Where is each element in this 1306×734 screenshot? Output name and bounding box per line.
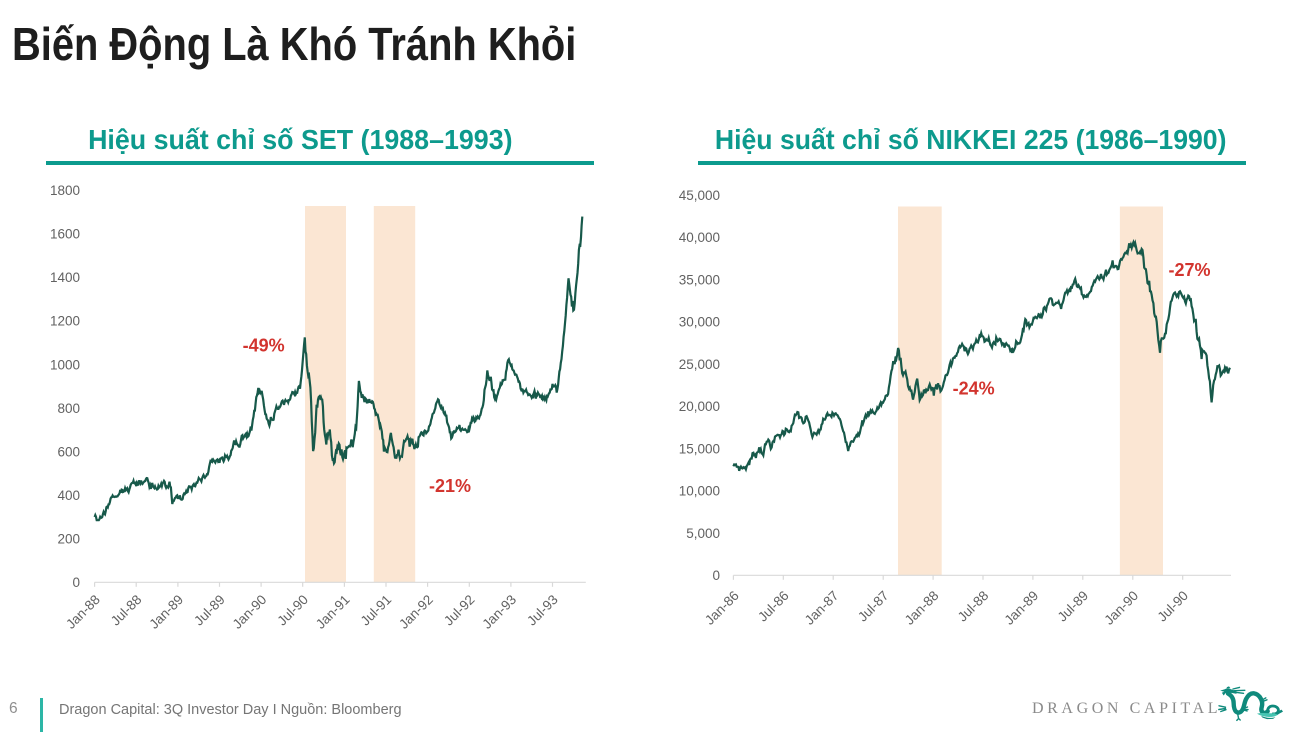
- svg-text:1800: 1800: [50, 183, 80, 198]
- svg-text:Jan-90: Jan-90: [1101, 588, 1141, 628]
- svg-text:Jan-88: Jan-88: [902, 588, 942, 628]
- svg-text:20,000: 20,000: [679, 399, 720, 414]
- svg-text:200: 200: [57, 532, 80, 547]
- svg-text:Jul-92: Jul-92: [441, 592, 478, 629]
- svg-text:Jan-88: Jan-88: [63, 592, 103, 632]
- svg-text:1400: 1400: [50, 270, 80, 285]
- svg-text:10,000: 10,000: [679, 484, 720, 499]
- svg-text:15,000: 15,000: [679, 441, 720, 456]
- svg-text:Jan-93: Jan-93: [479, 592, 519, 632]
- svg-text:1000: 1000: [50, 357, 80, 372]
- svg-text:1600: 1600: [50, 227, 80, 242]
- svg-text:0: 0: [72, 575, 80, 590]
- svg-text:400: 400: [57, 488, 80, 503]
- svg-text:40,000: 40,000: [679, 230, 720, 245]
- svg-text:Jan-87: Jan-87: [802, 588, 842, 628]
- svg-text:1200: 1200: [50, 314, 80, 329]
- svg-text:Jul-86: Jul-86: [755, 588, 792, 625]
- svg-text:-49%: -49%: [243, 336, 285, 356]
- svg-text:30,000: 30,000: [679, 315, 720, 330]
- svg-text:Jul-90: Jul-90: [1155, 588, 1192, 625]
- svg-text:5,000: 5,000: [686, 526, 720, 541]
- svg-text:-21%: -21%: [429, 476, 471, 496]
- svg-text:800: 800: [57, 401, 80, 416]
- svg-text:Jan-89: Jan-89: [1002, 588, 1042, 628]
- svg-text:Jul-88: Jul-88: [955, 588, 992, 625]
- svg-text:Jan-92: Jan-92: [396, 592, 436, 632]
- svg-text:Jul-93: Jul-93: [524, 592, 561, 629]
- svg-text:Jan-91: Jan-91: [313, 592, 353, 632]
- svg-text:Jul-90: Jul-90: [274, 592, 311, 629]
- svg-text:Jul-89: Jul-89: [1055, 588, 1092, 625]
- svg-text:Jan-86: Jan-86: [702, 588, 742, 628]
- svg-text:25,000: 25,000: [679, 357, 720, 372]
- svg-text:0: 0: [712, 568, 720, 583]
- svg-text:Jul-91: Jul-91: [358, 592, 395, 629]
- svg-text:-24%: -24%: [953, 379, 995, 399]
- svg-text:Jul-87: Jul-87: [855, 588, 892, 625]
- svg-text:Jan-89: Jan-89: [146, 592, 186, 632]
- svg-text:600: 600: [57, 444, 80, 459]
- svg-text:45,000: 45,000: [679, 188, 720, 203]
- svg-text:Jul-88: Jul-88: [108, 592, 145, 629]
- svg-text:-27%: -27%: [1168, 260, 1210, 280]
- svg-text:Jul-89: Jul-89: [191, 592, 228, 629]
- svg-text:35,000: 35,000: [679, 272, 720, 287]
- svg-text:Jan-90: Jan-90: [230, 592, 270, 632]
